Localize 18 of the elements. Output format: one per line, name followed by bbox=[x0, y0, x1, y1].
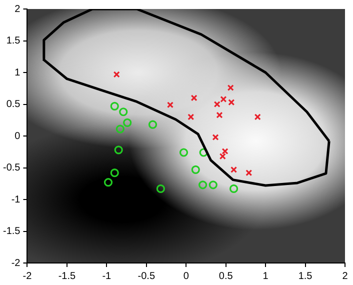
y-tick-label: 0.5 bbox=[6, 99, 21, 110]
x-tick-label: 2 bbox=[342, 270, 348, 282]
y-tick-label: 1 bbox=[14, 67, 21, 78]
x-tick-label: 1.5 bbox=[298, 270, 313, 282]
y-tick-label: -2 bbox=[11, 258, 21, 269]
x-tick-label: 0 bbox=[183, 270, 190, 282]
x-tick-label: 0.5 bbox=[218, 270, 234, 282]
x-tick-label: -1 bbox=[102, 270, 112, 282]
y-tick-label: 1.5 bbox=[6, 36, 21, 46]
y-tick-label: -1 bbox=[11, 194, 21, 206]
y-tick-label: -0.5 bbox=[2, 162, 21, 174]
x-tick-label: -1.5 bbox=[58, 270, 76, 282]
x-tick-label: -0.5 bbox=[138, 270, 156, 282]
y-tick-label: 2 bbox=[14, 4, 21, 15]
y-tick-label: -1.5 bbox=[2, 226, 21, 237]
x-tick-label: 1 bbox=[262, 270, 269, 282]
x-tick-label: -2 bbox=[22, 270, 32, 282]
y-tick-label: 0 bbox=[14, 130, 21, 142]
